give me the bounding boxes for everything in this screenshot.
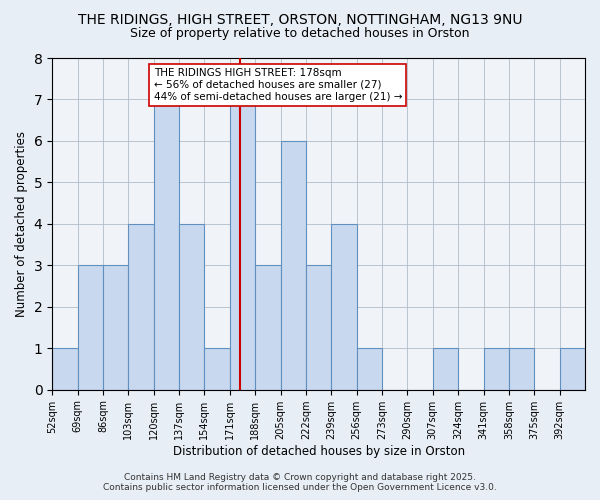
- Bar: [128, 224, 154, 390]
- Bar: [154, 100, 179, 390]
- Bar: [52, 348, 77, 390]
- Text: THE RIDINGS HIGH STREET: 178sqm
← 56% of detached houses are smaller (27)
44% of: THE RIDINGS HIGH STREET: 178sqm ← 56% of…: [154, 68, 402, 102]
- Bar: [179, 224, 205, 390]
- Bar: [509, 348, 534, 390]
- Bar: [433, 348, 458, 390]
- Bar: [230, 100, 255, 390]
- Bar: [281, 141, 306, 390]
- Text: Contains HM Land Registry data © Crown copyright and database right 2025.
Contai: Contains HM Land Registry data © Crown c…: [103, 473, 497, 492]
- Bar: [331, 224, 356, 390]
- Bar: [205, 348, 230, 390]
- Bar: [255, 266, 281, 390]
- Bar: [484, 348, 509, 390]
- Y-axis label: Number of detached properties: Number of detached properties: [15, 131, 28, 317]
- Text: THE RIDINGS, HIGH STREET, ORSTON, NOTTINGHAM, NG13 9NU: THE RIDINGS, HIGH STREET, ORSTON, NOTTIN…: [78, 12, 522, 26]
- Bar: [77, 266, 103, 390]
- X-axis label: Distribution of detached houses by size in Orston: Distribution of detached houses by size …: [173, 444, 464, 458]
- Bar: [356, 348, 382, 390]
- Text: Size of property relative to detached houses in Orston: Size of property relative to detached ho…: [130, 28, 470, 40]
- Bar: [560, 348, 585, 390]
- Bar: [103, 266, 128, 390]
- Bar: [306, 266, 331, 390]
